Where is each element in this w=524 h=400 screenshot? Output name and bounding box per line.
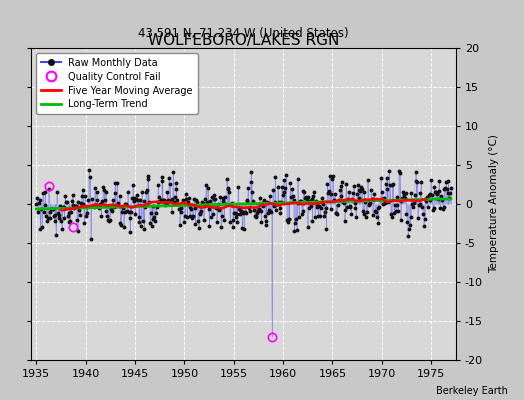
Y-axis label: Temperature Anomaly (°C): Temperature Anomaly (°C): [488, 134, 499, 274]
Text: 43.591 N, 71.234 W (United States): 43.591 N, 71.234 W (United States): [138, 27, 349, 40]
Title: WOLFEBORO/LAKES RGN: WOLFEBORO/LAKES RGN: [148, 33, 340, 48]
Legend: Raw Monthly Data, Quality Control Fail, Five Year Moving Average, Long-Term Tren: Raw Monthly Data, Quality Control Fail, …: [36, 53, 198, 114]
Text: Berkeley Earth: Berkeley Earth: [436, 386, 508, 396]
